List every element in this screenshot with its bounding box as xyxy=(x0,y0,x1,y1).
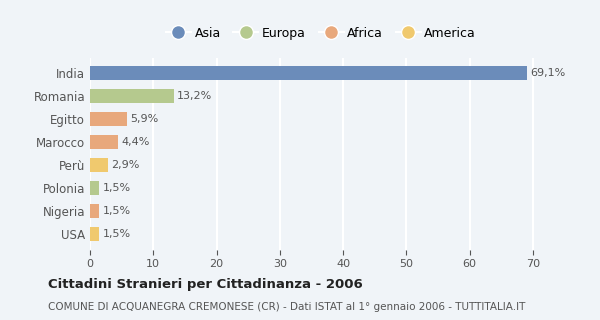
Bar xyxy=(90,227,100,241)
Text: 69,1%: 69,1% xyxy=(530,68,566,78)
Legend: Asia, Europa, Africa, America: Asia, Europa, Africa, America xyxy=(161,22,481,44)
Text: 13,2%: 13,2% xyxy=(177,91,212,101)
Text: 4,4%: 4,4% xyxy=(121,137,149,147)
Bar xyxy=(90,181,100,195)
Text: 1,5%: 1,5% xyxy=(103,206,131,216)
Bar xyxy=(90,66,527,80)
Bar xyxy=(90,112,127,126)
Bar xyxy=(90,158,109,172)
Bar xyxy=(90,135,118,149)
Text: 5,9%: 5,9% xyxy=(131,114,159,124)
Text: Cittadini Stranieri per Cittadinanza - 2006: Cittadini Stranieri per Cittadinanza - 2… xyxy=(48,278,363,291)
Bar xyxy=(90,89,173,103)
Text: 1,5%: 1,5% xyxy=(103,183,131,193)
Text: 2,9%: 2,9% xyxy=(112,160,140,170)
Text: 1,5%: 1,5% xyxy=(103,229,131,239)
Bar xyxy=(90,204,100,218)
Text: COMUNE DI ACQUANEGRA CREMONESE (CR) - Dati ISTAT al 1° gennaio 2006 - TUTTITALIA: COMUNE DI ACQUANEGRA CREMONESE (CR) - Da… xyxy=(48,302,526,312)
